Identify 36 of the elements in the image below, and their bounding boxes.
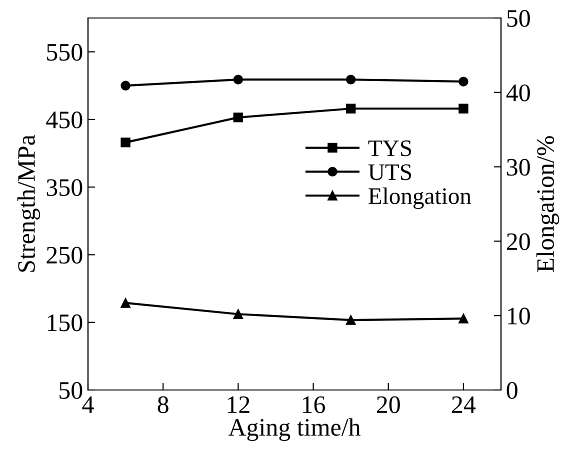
y-tick-label: 450: [46, 112, 82, 128]
point: [120, 80, 130, 90]
point: [120, 138, 130, 148]
x-tick-label: 12: [228, 396, 250, 413]
y2-tick-label: 40: [506, 84, 530, 102]
y2-tick-label: 30: [507, 158, 530, 176]
y-tick-label: 550: [47, 44, 82, 61]
y2-tick-label: 0: [506, 382, 518, 399]
point: [458, 76, 468, 86]
point: [346, 315, 356, 325]
point: [458, 314, 468, 324]
point: [233, 112, 244, 122]
point: [458, 104, 468, 114]
x-tick-label: 4: [82, 396, 94, 413]
x-axis-title: Aging time/h: [228, 418, 360, 441]
x-tick-label: 24: [452, 396, 476, 413]
point: [233, 309, 244, 319]
x-tick-label: 16: [302, 396, 326, 414]
y-tick-label: 150: [48, 314, 82, 332]
y2-axis-title: Elongation/%: [536, 136, 560, 272]
point: [346, 74, 356, 84]
point: [346, 104, 356, 114]
x-tick-label: 8: [158, 396, 168, 414]
legend-label: UTS: [368, 164, 412, 180]
point: [233, 74, 244, 84]
point: [120, 298, 130, 308]
legend-label: Elongation: [368, 187, 472, 209]
y2-tick-label: 50: [507, 10, 530, 27]
y2-tick-label: 20: [506, 233, 530, 250]
y2-tick-label: 10: [508, 308, 530, 325]
x-tick-label: 20: [376, 396, 400, 414]
y-tick-label: 50: [60, 382, 82, 399]
y-axis-title: Strength/MPa: [17, 134, 40, 272]
y-tick-label: 350: [46, 179, 82, 196]
legend-label: TYS: [368, 140, 412, 156]
y-tick-label: 250: [46, 246, 82, 264]
